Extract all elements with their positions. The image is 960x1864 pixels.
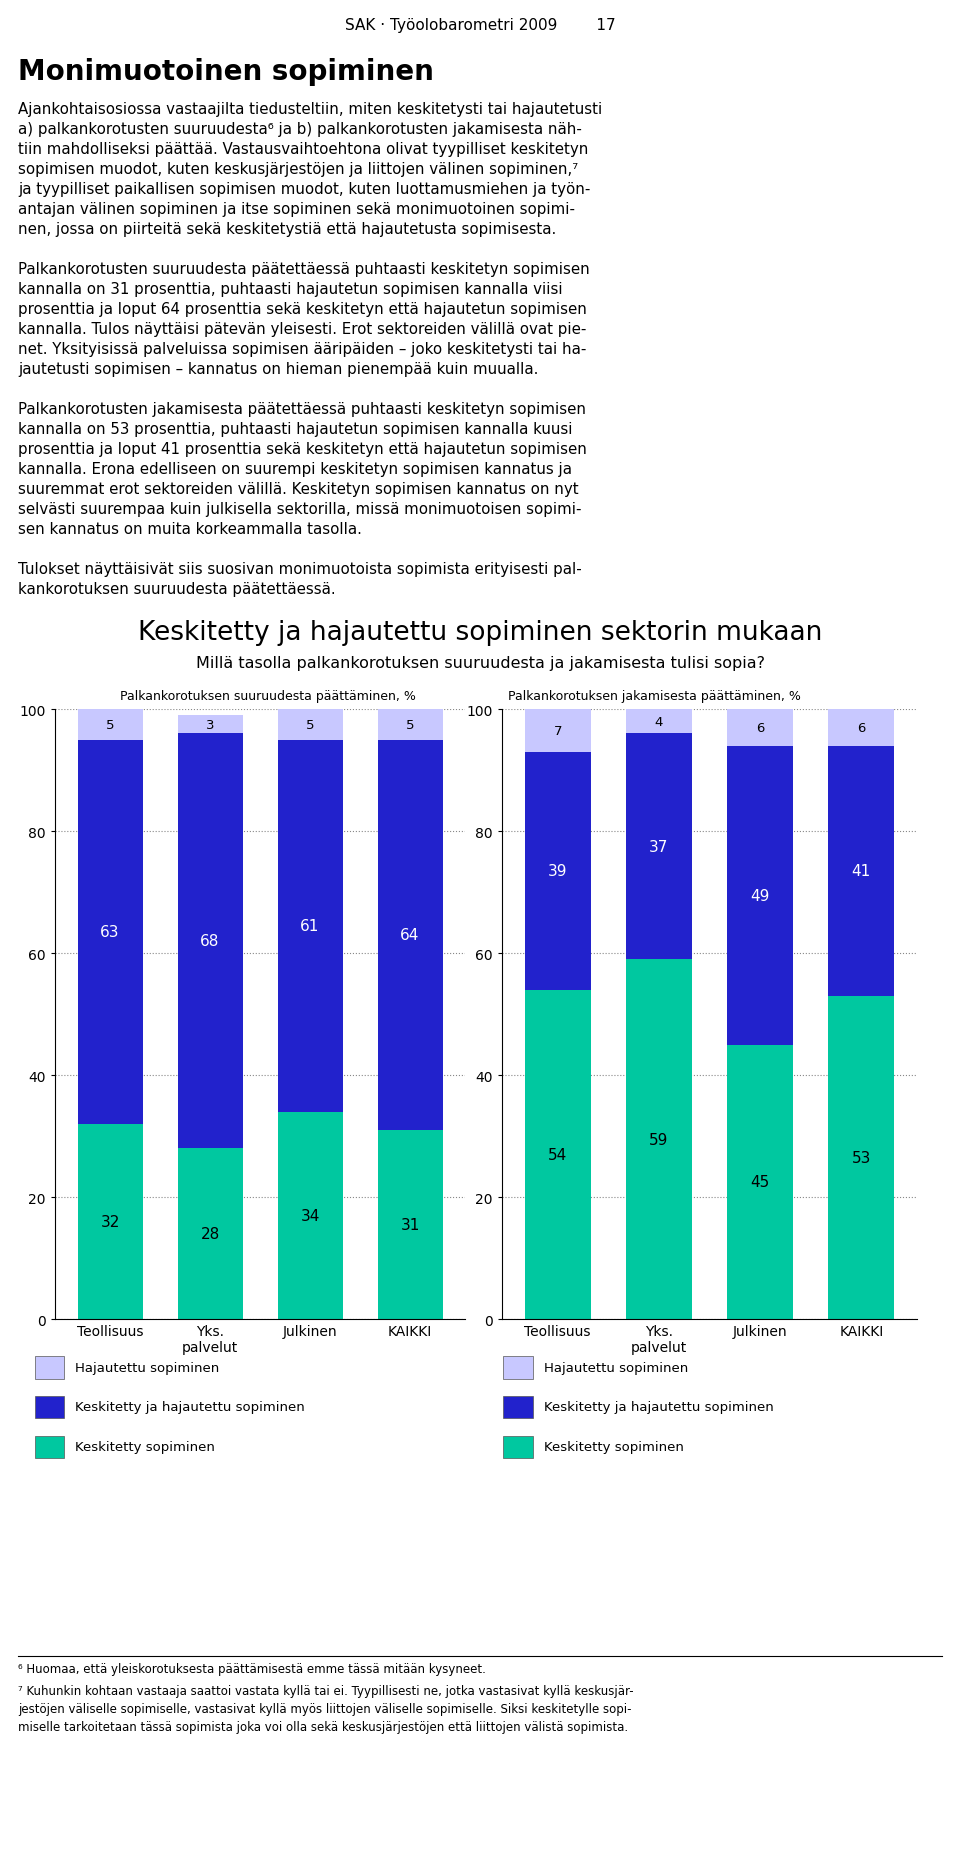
Bar: [728, 710, 793, 746]
Bar: [828, 746, 894, 995]
Bar: [626, 734, 692, 960]
Bar: [277, 1113, 343, 1320]
Text: 4: 4: [655, 716, 663, 729]
Text: 41: 41: [852, 863, 871, 878]
Bar: [828, 710, 894, 746]
Bar: [277, 710, 343, 740]
Bar: [78, 1124, 142, 1320]
Bar: [626, 960, 692, 1320]
Text: miselle tarkoitetaan tässä sopimista joka voi olla sekä keskusjärjestöjen että l: miselle tarkoitetaan tässä sopimista jok…: [18, 1720, 628, 1734]
Bar: [277, 740, 343, 1113]
Bar: [503, 1435, 533, 1458]
Bar: [377, 1130, 443, 1320]
Text: antajan välinen sopiminen ja itse sopiminen sekä monimuotoinen sopimi-: antajan välinen sopiminen ja itse sopimi…: [18, 201, 575, 216]
Text: Tulokset näyttäisivät siis suosivan monimuotoista sopimista erityisesti pal-: Tulokset näyttäisivät siis suosivan moni…: [18, 561, 582, 576]
Text: Hajautettu sopiminen: Hajautettu sopiminen: [543, 1361, 688, 1374]
Text: 63: 63: [100, 925, 120, 939]
Text: kannalla. Tulos näyttäisi pätevän yleisesti. Erot sektoreiden välillä ovat pie-: kannalla. Tulos näyttäisi pätevän yleise…: [18, 322, 587, 337]
Text: prosenttia ja loput 64 prosenttia sekä keskitetyn että hajautetun sopimisen: prosenttia ja loput 64 prosenttia sekä k…: [18, 302, 587, 317]
Text: 37: 37: [649, 839, 668, 854]
Text: selvästi suurempaa kuin julkisella sektorilla, missä monimuotoisen sopimi-: selvästi suurempaa kuin julkisella sekto…: [18, 501, 582, 516]
Text: 61: 61: [300, 919, 320, 934]
Bar: [503, 1396, 533, 1419]
Text: kannalla on 31 prosenttia, puhtaasti hajautetun sopimisen kannalla viisi: kannalla on 31 prosenttia, puhtaasti haj…: [18, 281, 563, 296]
Text: nen, jossa on piirteitä sekä keskitetystiä että hajautetusta sopimisesta.: nen, jossa on piirteitä sekä keskitetyst…: [18, 222, 556, 237]
Text: 59: 59: [649, 1131, 668, 1146]
Text: Millä tasolla palkankorotuksen suuruudesta ja jakamisesta tulisi sopia?: Millä tasolla palkankorotuksen suuruudes…: [196, 656, 764, 671]
Text: 5: 5: [305, 718, 314, 731]
Text: 5: 5: [106, 718, 114, 731]
Text: jautetusti sopimisen – kannatus on hieman pienempää kuin muualla.: jautetusti sopimisen – kannatus on hiema…: [18, 362, 539, 377]
Text: Hajautettu sopiminen: Hajautettu sopiminen: [75, 1361, 219, 1374]
Text: ⁶ Huomaa, että yleiskorotuksesta päättämisestä emme tässä mitään kysyneet.: ⁶ Huomaa, että yleiskorotuksesta päättäm…: [18, 1663, 486, 1676]
Bar: [728, 1046, 793, 1320]
Bar: [377, 740, 443, 1130]
Bar: [525, 990, 590, 1320]
Bar: [36, 1357, 63, 1379]
Text: 53: 53: [852, 1150, 871, 1165]
Bar: [377, 710, 443, 740]
Text: kannalla. Erona edelliseen on suurempi keskitetyn sopimisen kannatus ja: kannalla. Erona edelliseen on suurempi k…: [18, 462, 572, 477]
Text: 49: 49: [751, 887, 770, 902]
Text: 54: 54: [548, 1146, 567, 1161]
Text: 6: 6: [756, 721, 764, 734]
Text: suuremmat erot sektoreiden välillä. Keskitetyn sopimisen kannatus on nyt: suuremmat erot sektoreiden välillä. Kesk…: [18, 481, 579, 496]
Text: Keskitetty sopiminen: Keskitetty sopiminen: [75, 1441, 215, 1454]
Text: Palkankorotusten jakamisesta päätettäessä puhtaasti keskitetyn sopimisen: Palkankorotusten jakamisesta päätettäess…: [18, 403, 586, 418]
Text: 64: 64: [400, 928, 420, 943]
Text: net. Yksityisissä palveluissa sopimisen ääripäiden – joko keskitetysti tai ha-: net. Yksityisissä palveluissa sopimisen …: [18, 341, 587, 356]
Bar: [828, 995, 894, 1320]
Bar: [525, 710, 590, 753]
Text: 6: 6: [857, 721, 866, 734]
Text: Palkankorotuksen jakamisesta päättäminen, %: Palkankorotuksen jakamisesta päättäminen…: [508, 690, 801, 703]
Text: 31: 31: [400, 1217, 420, 1232]
Text: sopimisen muodot, kuten keskusjärjestöjen ja liittojen välinen sopiminen,⁷: sopimisen muodot, kuten keskusjärjestöje…: [18, 162, 578, 177]
Text: jestöjen väliselle sopimiselle, vastasivat kyllä myös liittojen väliselle sopimi: jestöjen väliselle sopimiselle, vastasiv…: [18, 1702, 632, 1715]
Text: sen kannatus on muita korkeammalla tasolla.: sen kannatus on muita korkeammalla tasol…: [18, 522, 362, 537]
Text: Keskitetty ja hajautettu sopiminen: Keskitetty ja hajautettu sopiminen: [75, 1400, 304, 1413]
Text: a) palkankorotusten suuruudesta⁶ ja b) palkankorotusten jakamisesta näh-: a) palkankorotusten suuruudesta⁶ ja b) p…: [18, 121, 582, 136]
Text: 45: 45: [751, 1174, 770, 1189]
Text: Palkankorotuksen suuruudesta päättäminen, %: Palkankorotuksen suuruudesta päättäminen…: [120, 690, 416, 703]
Bar: [178, 1148, 243, 1320]
Bar: [626, 710, 692, 734]
Text: Keskitetty ja hajautettu sopiminen: Keskitetty ja hajautettu sopiminen: [543, 1400, 774, 1413]
Bar: [36, 1396, 63, 1419]
Text: ja tyypilliset paikallisen sopimisen muodot, kuten luottamusmiehen ja työn-: ja tyypilliset paikallisen sopimisen muo…: [18, 183, 590, 198]
Text: 3: 3: [205, 718, 214, 731]
Text: Keskitetty sopiminen: Keskitetty sopiminen: [543, 1441, 684, 1454]
Bar: [503, 1357, 533, 1379]
Bar: [178, 716, 243, 734]
Bar: [178, 734, 243, 1148]
Text: kankorotuksen suuruudesta päätettäessä.: kankorotuksen suuruudesta päätettäessä.: [18, 582, 336, 596]
Text: Ajankohtaisosiossa vastaajilta tiedusteltiin, miten keskitetysti tai hajautetust: Ajankohtaisosiossa vastaajilta tiedustel…: [18, 103, 602, 117]
Text: ⁷ Kuhunkin kohtaan vastaaja saattoi vastata kyllä tai ei. Tyypillisesti ne, jotk: ⁷ Kuhunkin kohtaan vastaaja saattoi vast…: [18, 1683, 634, 1696]
Bar: [728, 746, 793, 1046]
Text: Monimuotoinen sopiminen: Monimuotoinen sopiminen: [18, 58, 434, 86]
Text: prosenttia ja loput 41 prosenttia sekä keskitetyn että hajautetun sopimisen: prosenttia ja loput 41 prosenttia sekä k…: [18, 442, 587, 457]
Text: Palkankorotusten suuruudesta päätettäessä puhtaasti keskitetyn sopimisen: Palkankorotusten suuruudesta päätettäess…: [18, 261, 589, 278]
Bar: [525, 753, 590, 990]
Text: 5: 5: [406, 718, 415, 731]
Bar: [36, 1435, 63, 1458]
Text: kannalla on 53 prosenttia, puhtaasti hajautetun sopimisen kannalla kuusi: kannalla on 53 prosenttia, puhtaasti haj…: [18, 421, 572, 436]
Text: 68: 68: [201, 934, 220, 949]
Bar: [78, 710, 142, 740]
Text: tiin mahdolliseksi päättää. Vastausvaihtoehtona olivat tyypilliset keskitetyn: tiin mahdolliseksi päättää. Vastausvaiht…: [18, 142, 588, 157]
Text: 39: 39: [548, 863, 567, 878]
Text: 34: 34: [300, 1208, 320, 1223]
Text: 32: 32: [100, 1213, 120, 1228]
Text: SAK · Työolobarometri 2009        17: SAK · Työolobarometri 2009 17: [345, 19, 615, 34]
Bar: [78, 740, 142, 1124]
Text: 7: 7: [553, 725, 562, 738]
Text: 28: 28: [201, 1227, 220, 1241]
Text: Keskitetty ja hajautettu sopiminen sektorin mukaan: Keskitetty ja hajautettu sopiminen sekto…: [138, 619, 822, 645]
